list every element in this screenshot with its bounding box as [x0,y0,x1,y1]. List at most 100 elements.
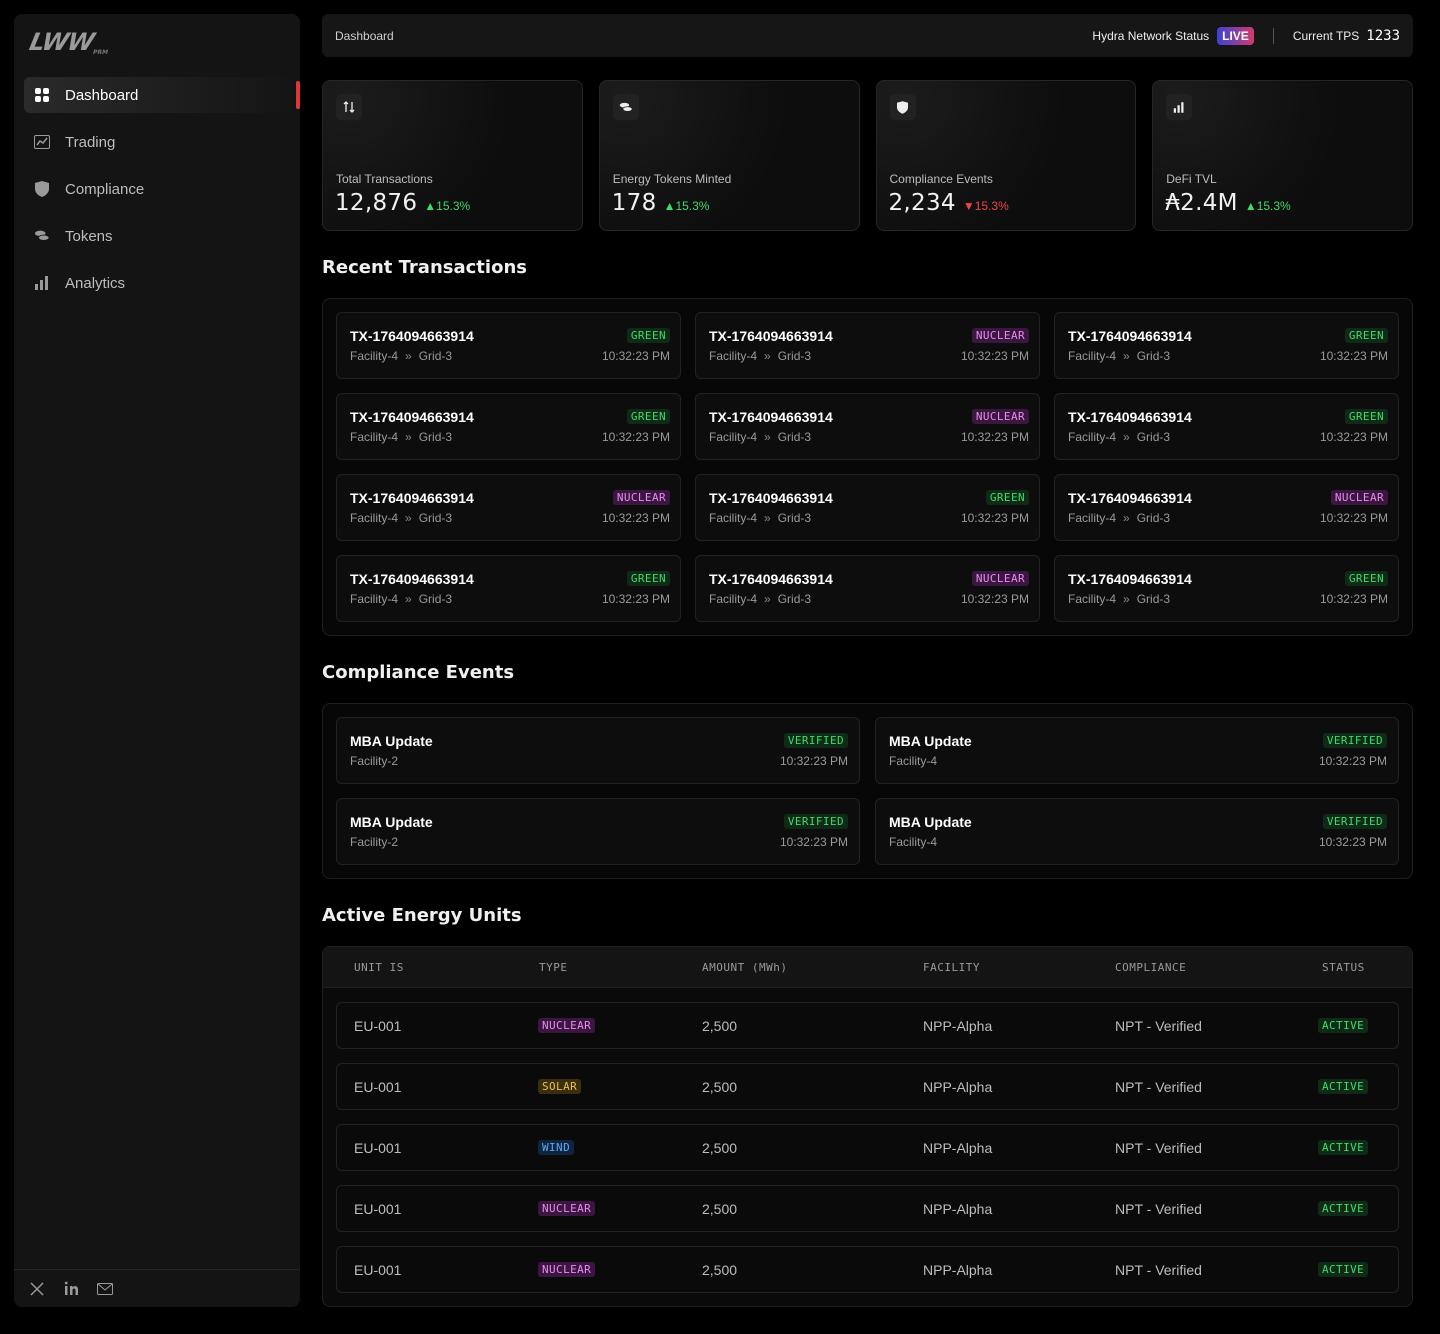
energy-type-badge: GREEN [626,409,670,424]
event-time: 10:32:23 PM [1318,754,1387,768]
sidebar-nav: Dashboard Trading Compliance Tokens Anal… [24,77,300,312]
transaction-card[interactable]: TX-1764094663914 NUCLEAR Facility-4 » Grid-3… [695,555,1040,622]
mail-icon[interactable] [96,1280,114,1298]
network-status-label: Hydra Network Status [1092,28,1210,43]
transaction-card[interactable]: TX-1764094663914 NUCLEAR Facility-4 » Grid-3… [336,474,681,541]
sidebar-item-dashboard[interactable]: Dashboard [24,77,300,113]
transaction-card[interactable]: TX-1764094663914 NUCLEAR Facility-4 » Grid-3… [1054,474,1399,541]
transaction-route: Facility-4 » Grid-3 [350,511,452,525]
status-badge: ACTIVE [1318,1262,1369,1277]
event-time: 10:32:23 PM [779,754,848,768]
status-badge: VERIFIED [1322,814,1387,829]
transaction-route: Facility-4 » Grid-3 [709,592,811,606]
x-icon[interactable] [28,1280,46,1298]
event-facility: Facility-2 [350,835,399,849]
table-row[interactable]: EU-001 WIND 2,500 NPP-Alpha NPT - Verified AC… [336,1124,1399,1171]
transaction-route: Facility-4 » Grid-3 [709,511,811,525]
transaction-card[interactable]: TX-1764094663914 GREEN Facility-4 » Grid-3 10… [336,312,681,379]
table-row[interactable]: EU-001 NUCLEAR 2,500 NPP-Alpha NPT - Verifie… [336,1185,1399,1232]
linkedin-icon[interactable] [62,1280,80,1298]
sidebar-item-compliance[interactable]: Compliance [24,171,300,207]
double-chevron-right-icon: » [1123,430,1130,444]
table-row[interactable]: EU-001 NUCLEAR 2,500 NPP-Alpha NPT - Verifie… [336,1002,1399,1049]
transaction-time: 10:32:23 PM [601,592,670,606]
transaction-time: 10:32:23 PM [960,430,1029,444]
app-logo[interactable]: LWWPRM [27,28,113,56]
cell-unit: EU-001 [354,1201,402,1217]
stat-card-defi-tvl: DeFi TVL ₳2.4M ▲15.3% [1152,80,1413,231]
column-header-facility[interactable]: FACILITY [923,961,980,974]
transaction-card[interactable]: TX-1764094663914 NUCLEAR Facility-4 » Grid-3… [695,312,1040,379]
live-badge: LIVE [1217,26,1254,45]
transaction-card[interactable]: TX-1764094663914 GREEN Facility-4 » Grid-3 10… [336,393,681,460]
recent-transactions-panel: TX-1764094663914 GREEN Facility-4 » Grid-3 10… [322,298,1413,636]
shield-icon [889,94,916,120]
energy-type-badge: GREEN [626,571,670,586]
column-header-type[interactable]: TYPE [539,961,568,974]
cell-compliance: NPT - Verified [1115,1262,1202,1278]
bar-chart-icon [1166,94,1193,120]
status-badge: VERIFIED [783,733,848,748]
transaction-card[interactable]: TX-1764094663914 GREEN Facility-4 » Grid-3 10… [1054,555,1399,622]
route-from: Facility-4 [1068,349,1117,363]
route-from: Facility-4 [1068,430,1117,444]
event-title: MBA Update [350,814,433,830]
sidebar-item-label: Tokens [65,227,113,245]
compliance-event-card[interactable]: MBA Update VERIFIED Facility-2 10:32:23 PM [336,798,860,865]
sidebar: LWWPRM Dashboard Trading Compliance Toke… [14,14,300,1307]
transaction-card[interactable]: TX-1764094663914 NUCLEAR Facility-4 » Grid-3… [695,393,1040,460]
sidebar-item-analytics[interactable]: Analytics [24,265,300,301]
transaction-card[interactable]: TX-1764094663914 GREEN Facility-4 » Grid-3 10… [1054,312,1399,379]
route-to: Grid-3 [418,349,453,363]
double-chevron-right-icon: » [1123,592,1130,606]
cell-compliance: NPT - Verified [1115,1140,1202,1156]
event-facility: Facility-4 [889,835,938,849]
column-header-amount[interactable]: AMOUNT (MWh) [702,961,788,974]
cell-amount: 2,500 [702,1140,738,1156]
double-chevron-right-icon: » [764,430,771,444]
route-to: Grid-3 [418,430,453,444]
compliance-event-card[interactable]: MBA Update VERIFIED Facility-4 10:32:23 PM [875,798,1399,865]
transaction-route: Facility-4 » Grid-3 [1068,430,1170,444]
transaction-id: TX-1764094663914 [1068,571,1192,587]
swap-icon [336,94,362,120]
event-title: MBA Update [889,814,972,830]
column-header-unit[interactable]: UNIT IS [354,961,404,974]
column-header-status[interactable]: STATUS [1322,961,1365,974]
transaction-card[interactable]: TX-1764094663914 GREEN Facility-4 » Grid-3 10… [1054,393,1399,460]
route-to: Grid-3 [418,592,453,606]
transaction-time: 10:32:23 PM [960,511,1029,525]
cell-facility: NPP-Alpha [923,1201,993,1217]
compliance-event-card[interactable]: MBA Update VERIFIED Facility-4 10:32:23 PM [875,717,1399,784]
transaction-card[interactable]: TX-1764094663914 GREEN Facility-4 » Grid-3 10… [695,474,1040,541]
energy-type-badge: GREEN [985,490,1029,505]
transaction-time: 10:32:23 PM [601,349,670,363]
event-time: 10:32:23 PM [1318,835,1387,849]
transaction-card[interactable]: TX-1764094663914 GREEN Facility-4 » Grid-3 10… [336,555,681,622]
cell-compliance: NPT - Verified [1115,1201,1202,1217]
route-from: Facility-4 [350,430,399,444]
stat-value: ₳2.4M [1165,190,1238,216]
breadcrumb[interactable]: Dashboard [335,28,394,43]
route-to: Grid-3 [1136,511,1171,525]
compliance-event-card[interactable]: MBA Update VERIFIED Facility-2 10:32:23 PM [336,717,860,784]
transaction-route: Facility-4 » Grid-3 [1068,592,1170,606]
sidebar-item-trading[interactable]: Trading [24,124,300,160]
table-row[interactable]: EU-001 NUCLEAR 2,500 NPP-Alpha NPT - Verifie… [336,1246,1399,1293]
column-header-compliance[interactable]: COMPLIANCE [1115,961,1187,974]
route-from: Facility-4 [709,511,758,525]
sidebar-item-tokens[interactable]: Tokens [24,218,300,254]
stat-value: 2,234 [888,190,956,216]
transaction-id: TX-1764094663914 [709,571,833,587]
stats-row: Total Transactions 12,876 ▲15.3% Energy T… [322,80,1413,231]
transaction-id: TX-1764094663914 [1068,409,1192,425]
table-row[interactable]: EU-001 SOLAR 2,500 NPP-Alpha NPT - Verified A… [336,1063,1399,1110]
transaction-time: 10:32:23 PM [601,511,670,525]
energy-type-badge: SOLAR [538,1079,582,1094]
cell-facility: NPP-Alpha [923,1018,993,1034]
table-header: UNIT IS TYPE AMOUNT (MWh) FACILITY COMPL… [323,947,1412,988]
transaction-time: 10:32:23 PM [1319,592,1388,606]
sidebar-footer [14,1269,300,1307]
shield-icon [34,181,50,197]
stat-label: Compliance Events [889,172,993,186]
